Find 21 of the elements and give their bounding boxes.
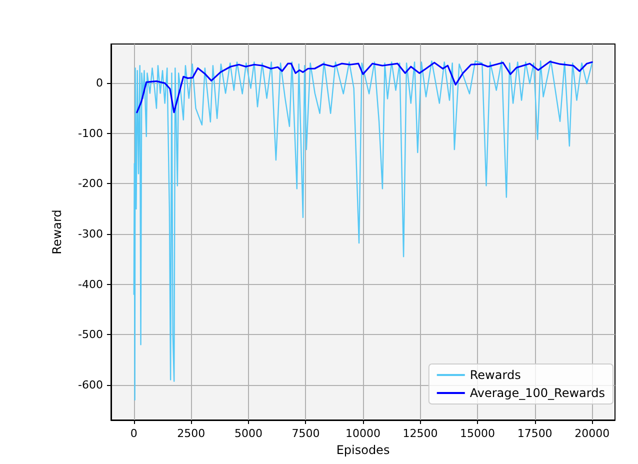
y-tick-label: -500 xyxy=(78,328,103,342)
y-axis-title: Reward xyxy=(50,210,64,254)
y-tick-label: -100 xyxy=(78,126,103,140)
x-tick-label: 7500 xyxy=(292,427,320,440)
x-tick-label: 15000 xyxy=(460,427,496,440)
y-tick-label: -400 xyxy=(78,278,103,291)
x-tick-label: 0 xyxy=(130,427,138,440)
y-tick-label: 0 xyxy=(96,76,103,90)
y-tick-label: -600 xyxy=(78,378,103,392)
legend-label: Average_100_Rewards xyxy=(470,386,605,400)
x-tick-label: 10000 xyxy=(346,427,380,440)
x-tick-label: 20000 xyxy=(574,427,610,440)
x-tick-label: 17500 xyxy=(517,427,552,440)
legend-label: Rewards xyxy=(470,368,521,382)
x-tick-label: 2500 xyxy=(177,427,206,440)
y-tick-label: -300 xyxy=(78,228,103,241)
line-series xyxy=(136,60,593,114)
x-axis-title: Episodes xyxy=(336,442,390,457)
x-tick-label: 12500 xyxy=(402,427,438,440)
y-tick-label: -200 xyxy=(78,177,103,190)
x-tick-label: 5000 xyxy=(234,427,262,440)
